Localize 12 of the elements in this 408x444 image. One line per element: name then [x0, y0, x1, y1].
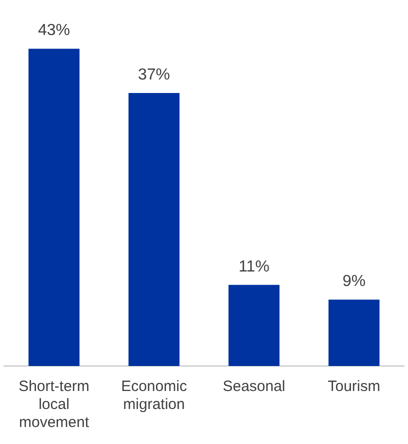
bar: [328, 300, 380, 366]
x-tick-label: Tourism: [328, 378, 380, 396]
data-label: 37%: [138, 66, 170, 84]
x-tick-label: Short-term local movement: [18, 378, 90, 432]
x-tick-label: Economic migration: [121, 378, 188, 414]
x-tick-label: Seasonal: [222, 378, 286, 396]
bar: [28, 48, 80, 366]
data-label: 11%: [238, 258, 270, 276]
data-label: 9%: [342, 273, 366, 290]
data-label: 43%: [38, 22, 70, 40]
bar: [128, 93, 180, 366]
bar: [228, 284, 280, 366]
